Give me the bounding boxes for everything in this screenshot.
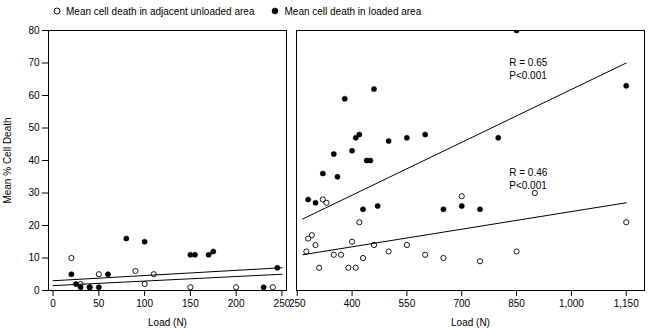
svg-text:1,150: 1,150 <box>614 298 639 309</box>
svg-text:40: 40 <box>28 155 40 166</box>
svg-text:50: 50 <box>28 122 40 133</box>
svg-text:R = 0.65P<0.001: R = 0.65P<0.001 <box>509 57 548 81</box>
html-text:Mean cell death in adjacent un: Mean cell death in adjacent unloaded are… <box>66 5 255 17</box>
svg-text:550: 550 <box>399 298 416 309</box>
html-text:Mean cell death in loaded area: Mean cell death in loaded area <box>284 5 422 17</box>
svg-text:70: 70 <box>28 57 40 68</box>
svg-text:R = 0.46P<0.001: R = 0.46P<0.001 <box>509 167 548 191</box>
svg-text:850: 850 <box>508 298 525 309</box>
svg-text:20: 20 <box>28 220 40 231</box>
svg-text:400: 400 <box>344 298 361 309</box>
svg-text:80: 80 <box>28 25 40 36</box>
svg-text:250: 250 <box>274 298 290 309</box>
svg-text:0: 0 <box>34 285 40 296</box>
svg-text:10: 10 <box>28 252 40 263</box>
svg-text:100: 100 <box>136 298 153 309</box>
svg-text:1,000: 1,000 <box>559 298 584 309</box>
svg-text:200: 200 <box>228 298 245 309</box>
svg-text:700: 700 <box>453 298 470 309</box>
svg-text:250: 250 <box>290 298 306 309</box>
svg-text:60: 60 <box>28 90 40 101</box>
svg-text:50: 50 <box>93 298 105 309</box>
svg-text:Load (N): Load (N) <box>148 317 187 328</box>
svg-text:0: 0 <box>50 298 56 309</box>
svg-text:Load (N): Load (N) <box>451 317 490 328</box>
svg-text:Mean % Cell Death: Mean % Cell Death <box>2 117 13 203</box>
svg-text:150: 150 <box>182 298 199 309</box>
svg-text:30: 30 <box>28 187 40 198</box>
